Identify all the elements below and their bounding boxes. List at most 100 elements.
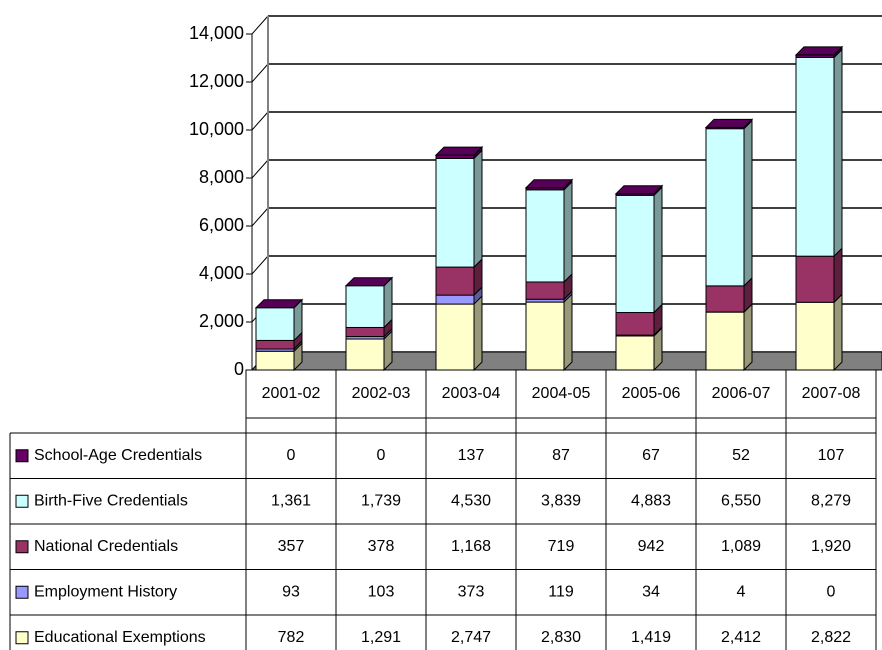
bar-top [344,277,394,287]
legend-swatch [15,449,29,463]
bar-segment [345,326,385,338]
y-tick-label: 10,000 [189,119,244,139]
x-tick-label: 2006-07 [712,385,771,402]
tick-diag [251,159,269,179]
table-value: 2,830 [541,629,581,646]
tick-diag [251,63,269,83]
table-value: 782 [278,629,305,646]
table-value: 378 [368,538,395,555]
tick-diag [251,207,269,227]
table-value: 67 [642,447,660,464]
bar-segment [435,157,475,268]
bar-segment [795,301,835,371]
legend-swatch [15,494,29,508]
bar-segment [345,285,385,328]
bar-top [524,179,574,189]
bar-segment [705,311,745,371]
legend-label: Educational Exemptions [34,629,206,646]
tick-diag [251,255,269,275]
table-value: 6,550 [721,492,761,509]
x-tick-label: 2002-03 [352,385,411,402]
bar-side [653,186,663,314]
bar-segment [795,56,835,257]
bar-segment [255,350,295,371]
bar-side [473,149,483,269]
legend-label: School-Age Credentials [34,447,202,464]
tick-diag [251,15,269,35]
x-tick-label: 2004-05 [532,385,591,402]
table-value: 52 [732,447,750,464]
bar-side [833,293,843,372]
table-value: 87 [552,447,570,464]
table-value: 4,883 [631,492,671,509]
table-value: 8,279 [811,492,851,509]
table-value: 2,747 [451,629,491,646]
table-value: 1,739 [361,492,401,509]
bar-segment [525,189,565,283]
bar-segment [255,339,295,350]
bar-segment [435,303,475,371]
y-tick-label: 14,000 [189,23,244,43]
bar-side [743,302,753,372]
bar-segment [615,312,655,336]
x-tick-label: 2003-04 [442,385,501,402]
table-value: 107 [818,447,845,464]
x-tick-label: 2005-06 [622,385,681,402]
bar-side [743,119,753,288]
table-value: 3,839 [541,492,581,509]
table-value: 373 [458,583,485,600]
table-value: 34 [642,583,660,600]
bar-segment [435,294,475,305]
bar-segment [615,194,655,314]
table-value: 0 [377,447,386,464]
bar-segment [345,338,385,371]
bar-segment [795,255,835,303]
bar-top [794,46,844,56]
y-tick-label: 12,000 [189,71,244,91]
bar-top [434,146,484,156]
bar-segment [525,301,565,371]
bar-segment [435,266,475,296]
table-value: 942 [638,538,665,555]
legend-label: National Credentials [34,538,178,555]
legend-swatch [15,631,29,645]
y-tick-label: 8,000 [199,167,244,187]
table-value: 137 [458,447,485,464]
bar-side [563,292,573,372]
x-tick-label: 2007-08 [802,385,861,402]
bar-side [833,48,843,258]
table-value: 1,920 [811,538,851,555]
y-tick-label: 6,000 [199,215,244,235]
bar-top [254,299,304,309]
bar-segment [255,307,295,341]
table-value: 719 [548,538,575,555]
bar-segment [705,128,745,287]
table-value: 2,822 [811,629,851,646]
bar-segment [705,285,745,313]
y-tick-label: 2,000 [199,311,244,331]
table-value: 1,168 [451,538,491,555]
table-value: 1,419 [631,629,671,646]
table-value: 1,361 [271,492,311,509]
table-value: 357 [278,538,305,555]
legend-label: Birth-Five Credentials [34,492,188,509]
legend-label: Employment History [34,583,177,600]
table-value: 0 [827,583,836,600]
legend-swatch [15,540,29,554]
table-value: 1,291 [361,629,401,646]
table-value: 2,412 [721,629,761,646]
x-tick-label: 2001-02 [262,385,321,402]
bar-side [833,246,843,304]
table-value: 1,089 [721,538,761,555]
tick-diag [251,111,269,131]
bar-side [563,180,573,284]
bar-side [473,294,483,372]
table-value: 4,530 [451,492,491,509]
table-value: 93 [282,583,300,600]
bar-segment [615,335,655,371]
bar-top [704,118,754,128]
y-tick-label: 4,000 [199,263,244,283]
table-value: 119 [548,583,574,600]
legend-swatch [15,585,29,599]
